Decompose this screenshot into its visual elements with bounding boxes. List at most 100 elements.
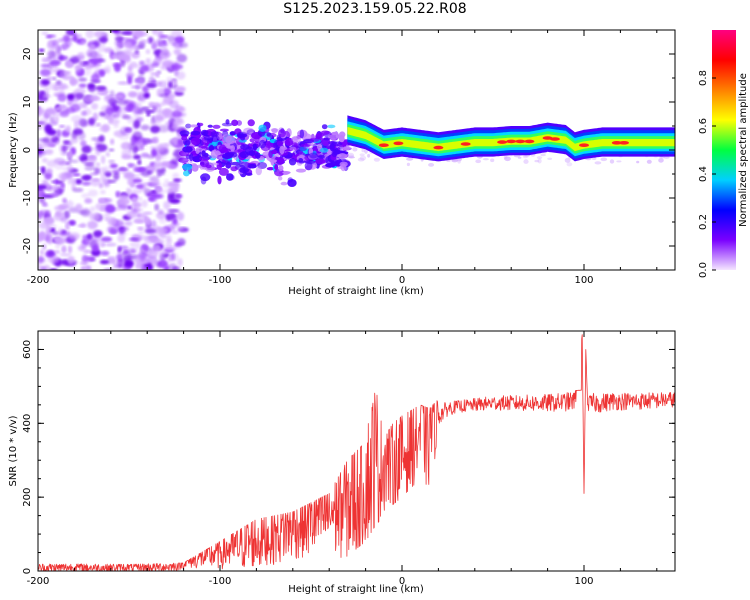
- heatmap-blob: [77, 224, 87, 228]
- heatmap-blob: [76, 33, 82, 39]
- heatmap-blob: [72, 128, 84, 135]
- heatmap-blob: [300, 143, 311, 148]
- heatmap-blob: [60, 173, 67, 182]
- heatmap-blob: [616, 160, 622, 163]
- heatmap-blob: [42, 203, 49, 207]
- heatmap-blob: [176, 211, 185, 221]
- heatmap-blob: [38, 48, 45, 53]
- heatmap-blob: [238, 139, 247, 143]
- heatmap-blob: [46, 143, 56, 147]
- heatmap-blob: [221, 158, 229, 163]
- y-tick-label: 0: [22, 147, 33, 153]
- heatmap-blob: [236, 120, 242, 126]
- heatmap-blob: [540, 153, 546, 157]
- colorbar-tick-label: 0.2: [698, 214, 709, 230]
- heatmap-blob: [154, 114, 165, 122]
- heatmap-blob: [237, 149, 243, 153]
- heatmap-blob: [98, 134, 105, 143]
- heatmap-blob: [150, 258, 157, 267]
- x-tick-label: -100: [209, 576, 232, 587]
- heatmap-blob: [121, 154, 133, 160]
- heatmap-blob: [134, 102, 142, 109]
- heatmap-blob: [163, 200, 171, 210]
- spectrogram-x-ticks: -200 -100 0 100: [27, 30, 658, 286]
- heatmap-blob: [46, 227, 52, 231]
- signal-peak: [393, 141, 404, 146]
- signal-peak: [460, 142, 471, 146]
- spectrogram-heatmap: [38, 30, 675, 270]
- heatmap-blob: [600, 157, 608, 162]
- heatmap-blob: [47, 250, 55, 257]
- heatmap-blob: [564, 157, 571, 163]
- snr-y-ticks: 0 200 400 600: [22, 330, 675, 574]
- heatmap-blob: [42, 243, 47, 251]
- snr-frame: [37, 330, 676, 572]
- heatmap-blob: [118, 107, 127, 117]
- heatmap-blob: [210, 135, 220, 143]
- heatmap-blob: [346, 144, 350, 148]
- heatmap-blob: [146, 112, 151, 117]
- heatmap-blob: [159, 233, 168, 239]
- heatmap-blob: [537, 158, 542, 164]
- y-tick-label: -20: [22, 238, 33, 254]
- heatmap-blob: [132, 131, 143, 141]
- heatmap-blob: [120, 59, 125, 68]
- heatmap-blob: [160, 102, 166, 106]
- heatmap-blob: [231, 119, 239, 127]
- heatmap-blob: [171, 230, 179, 234]
- heatmap-blob: [126, 210, 137, 219]
- heatmap-blob: [53, 235, 62, 243]
- heatmap-blob: [164, 142, 169, 151]
- heatmap-blob: [167, 188, 174, 195]
- heatmap-blob: [87, 84, 96, 93]
- heatmap-blob: [156, 168, 166, 173]
- heatmap-blob: [65, 125, 71, 133]
- heatmap-blob: [140, 64, 150, 73]
- heatmap-blob: [229, 131, 236, 136]
- heatmap-blob: [63, 210, 70, 219]
- heatmap-blob: [53, 157, 65, 164]
- heatmap-blob: [320, 130, 330, 135]
- heatmap-blob: [80, 266, 86, 270]
- heatmap-blob: [89, 147, 100, 151]
- heatmap-blob: [68, 150, 73, 157]
- heatmap-blob: [141, 137, 151, 144]
- heatmap-blob: [80, 110, 87, 117]
- heatmap-blob: [134, 49, 140, 54]
- signal-peak: [506, 139, 517, 144]
- heatmap-blob: [189, 124, 199, 128]
- page-title: S125.2023.159.05.22.R08: [283, 1, 467, 17]
- heatmap-blob: [168, 93, 176, 100]
- x-tick-label: 100: [574, 576, 593, 587]
- heatmap-blob: [95, 85, 107, 91]
- heatmap-blob: [96, 143, 108, 152]
- heatmap-blob: [111, 169, 121, 174]
- heatmap-blob: [352, 147, 358, 152]
- heatmap-blob: [134, 167, 146, 172]
- heatmap-blob: [114, 94, 125, 99]
- heatmap-blob: [75, 64, 82, 73]
- heatmap-blob: [38, 107, 45, 116]
- heatmap-blob: [112, 112, 121, 119]
- heatmap-blob: [141, 243, 149, 251]
- heatmap-blob: [154, 239, 166, 244]
- heatmap-blob: [168, 81, 173, 89]
- heatmap-blob: [54, 205, 65, 211]
- heatmap-blob: [141, 152, 149, 158]
- heatmap-blob: [289, 146, 297, 151]
- heatmap-blob: [116, 253, 123, 261]
- heatmap-blob: [339, 131, 346, 138]
- heatmap-blob: [157, 124, 170, 133]
- heatmap-blob: [108, 255, 119, 260]
- heatmap-blob: [536, 156, 543, 160]
- heatmap-blob: [182, 146, 193, 153]
- signal-peak: [579, 143, 589, 147]
- heatmap-blob: [107, 98, 119, 106]
- heatmap-blob: [171, 79, 177, 86]
- heatmap-blob: [237, 132, 244, 138]
- heatmap-blob: [316, 143, 323, 150]
- heatmap-blob: [84, 198, 93, 204]
- heatmap-blob: [221, 122, 233, 127]
- heatmap-blob: [126, 187, 132, 195]
